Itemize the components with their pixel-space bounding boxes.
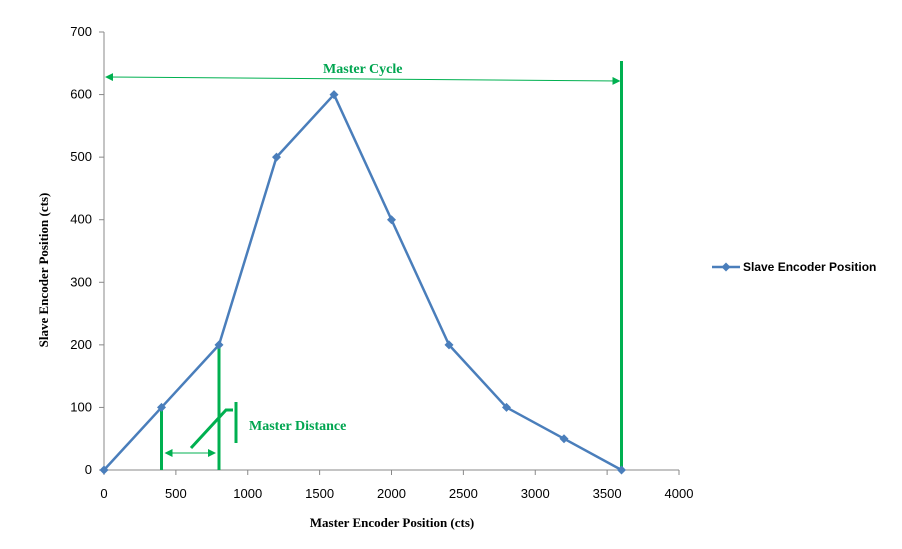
x-tick-labels: 0 500 1000 1500 2000 2500 3000 3500 4000 <box>100 470 693 501</box>
x-tick-label: 1000 <box>233 486 262 501</box>
axes <box>103 32 679 471</box>
data-point <box>214 340 224 350</box>
x-tick-label: 2000 <box>377 486 406 501</box>
x-tick-label: 3000 <box>521 486 550 501</box>
series-layer <box>99 90 626 475</box>
x-tick-label: 3500 <box>593 486 622 501</box>
y-tick-label: 600 <box>70 87 92 102</box>
data-point <box>272 152 281 162</box>
x-tick-label: 4000 <box>665 486 694 501</box>
y-tick-label: 700 <box>70 24 92 39</box>
data-point <box>387 215 396 225</box>
annotations: Master Cycle Master Distance <box>105 61 623 470</box>
y-tick-labels: 0 100 200 300 400 500 600 700 <box>70 24 104 477</box>
data-point <box>329 90 339 100</box>
y-tick-label: 100 <box>70 399 92 414</box>
data-point <box>99 465 109 475</box>
data-point <box>559 434 569 444</box>
y-axis-title: Slave Encoder Position (cts) <box>36 193 51 348</box>
series-line <box>103 93 623 472</box>
x-tick-label: 1500 <box>305 486 334 501</box>
master-distance-callout <box>189 402 238 450</box>
x-tick-label: 0 <box>100 486 107 501</box>
master-distance-label: Master Distance <box>249 419 346 434</box>
y-tick-label: 300 <box>70 274 92 289</box>
y-tick-label: 500 <box>70 149 92 164</box>
data-point <box>502 402 511 412</box>
y-tick-label: 0 <box>85 462 92 477</box>
x-tick-label: 2500 <box>449 486 478 501</box>
data-point <box>617 465 626 475</box>
x-tick-label: 500 <box>165 486 187 501</box>
data-point <box>157 402 166 412</box>
y-tick-label: 400 <box>70 212 92 227</box>
data-point <box>444 340 454 350</box>
legend-marker <box>721 262 731 272</box>
y-tick-label: 200 <box>70 337 92 352</box>
master-cycle-label: Master Cycle <box>323 62 402 77</box>
legend-label: Slave Encoder Position <box>743 260 876 274</box>
legend: Slave Encoder Position <box>712 260 876 274</box>
master-cycle-arrow <box>105 73 621 85</box>
x-axis-title: Master Encoder Position (cts) <box>310 515 475 530</box>
